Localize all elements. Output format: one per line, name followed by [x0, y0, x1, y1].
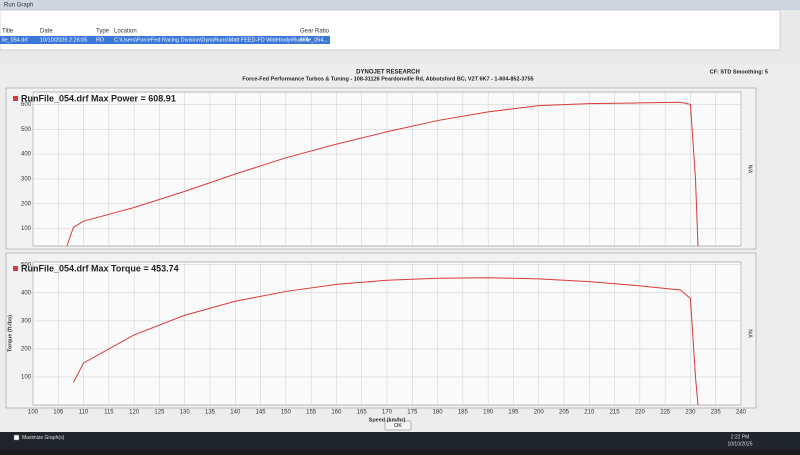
- data-line: [73, 277, 699, 406]
- x-tick-label: 150: [281, 410, 292, 416]
- x-tick-label: 220: [635, 410, 646, 416]
- chart-title: RunFile_054.drf Max Torque = 453.74: [21, 263, 179, 273]
- chart-title: RunFile_054.drf Max Power = 608.91: [21, 93, 176, 103]
- cell[interactable]: C:\Users\ForceFed Racing Division\DynoRu…: [114, 37, 328, 43]
- x-tick-label: 200: [534, 410, 545, 416]
- window-title: Run Graph: [4, 3, 33, 9]
- x-tick-label: 225: [660, 410, 671, 416]
- x-tick-label: 185: [458, 410, 469, 416]
- x-tick-label: 135: [205, 410, 216, 416]
- x-tick-label: 210: [584, 410, 595, 416]
- x-tick-label: 235: [711, 410, 722, 416]
- y2-label: N/A: [747, 165, 753, 174]
- cell[interactable]: ile_054.drf: [2, 37, 28, 43]
- x-tick-label: 105: [53, 410, 64, 416]
- y-tick-label: 100: [21, 226, 32, 232]
- x-tick-label: 195: [508, 410, 519, 416]
- y-label: Torque (ft-lbs): [7, 315, 13, 352]
- x-tick-label: 165: [357, 410, 368, 416]
- company: DYNOJET RESEARCH: [356, 70, 420, 76]
- ok-label: OK: [394, 423, 402, 429]
- x-label: Speed (km/hr): [369, 417, 406, 423]
- y2-label: N/A: [747, 329, 753, 338]
- maximize-label: Maximize Graph(s): [22, 435, 65, 441]
- x-tick-label: 100: [28, 410, 39, 416]
- x-tick-label: 205: [559, 410, 570, 416]
- x-tick-label: 240: [736, 410, 747, 416]
- column-header: Title: [2, 29, 14, 35]
- y-tick-label: 400: [21, 290, 32, 296]
- y-tick-label: 300: [21, 177, 32, 183]
- y-tick-label: 200: [21, 201, 32, 207]
- column-header: Gear Ratio: [300, 29, 330, 35]
- x-tick-label: 215: [610, 410, 621, 416]
- legend-swatch: [13, 96, 18, 101]
- x-tick-label: 175: [407, 410, 418, 416]
- y-tick-label: 100: [21, 375, 32, 381]
- address: Force-Fed Performance Turbos & Tuning - …: [242, 76, 533, 82]
- selected-row[interactable]: [0, 36, 330, 44]
- y-tick-label: 200: [21, 346, 32, 352]
- x-tick-label: 120: [129, 410, 140, 416]
- maximize-checkbox[interactable]: [13, 434, 20, 441]
- y-tick-label: 500: [21, 262, 32, 268]
- x-tick-label: 115: [104, 410, 114, 416]
- settings: CF: STD Smoothing: 5: [710, 69, 768, 75]
- x-tick-label: 190: [483, 410, 494, 416]
- y-tick-label: 400: [21, 152, 32, 158]
- legend-swatch: [13, 266, 18, 271]
- column-header: Date: [40, 29, 53, 35]
- x-tick-label: 125: [154, 410, 165, 416]
- x-tick-label: 170: [382, 410, 393, 416]
- cell[interactable]: RD: [96, 37, 104, 43]
- x-tick-label: 110: [79, 410, 89, 416]
- clock-time: 2:22 PM: [731, 434, 750, 440]
- y-tick-label: 300: [21, 318, 32, 324]
- data-line: [66, 101, 699, 247]
- x-tick-label: 145: [256, 410, 267, 416]
- y-tick-label: 500: [21, 127, 32, 133]
- cell[interactable]: N/A: [300, 37, 310, 43]
- x-tick-label: 180: [433, 410, 444, 416]
- x-tick-label: 230: [685, 410, 696, 416]
- cell[interactable]: 10/10/2025 2:26:05: [40, 37, 87, 43]
- clock-date: 10/10/2025: [727, 441, 752, 447]
- x-tick-label: 130: [180, 410, 191, 416]
- y-tick-label: 600: [21, 102, 32, 108]
- column-header: Location: [114, 29, 137, 35]
- x-tick-label: 140: [230, 410, 241, 416]
- column-header: Type: [96, 29, 110, 35]
- title-bar: [0, 0, 800, 10]
- x-tick-label: 160: [331, 410, 342, 416]
- taskbar: [0, 432, 800, 450]
- ok-button[interactable]: [384, 420, 412, 431]
- x-tick-label: 155: [306, 410, 317, 416]
